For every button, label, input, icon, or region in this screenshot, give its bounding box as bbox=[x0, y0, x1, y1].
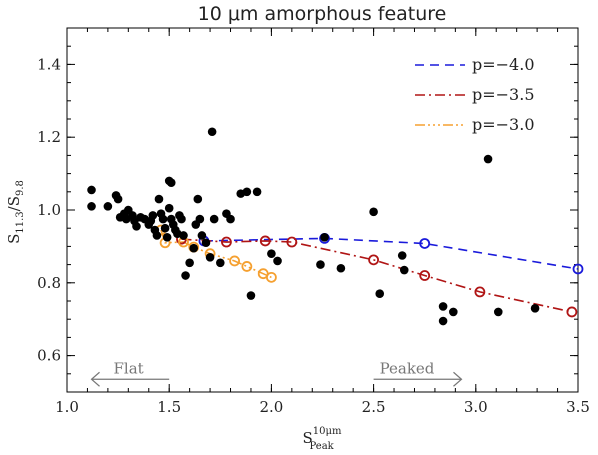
y-axis-label-base: S bbox=[5, 234, 23, 244]
series-marker bbox=[419, 238, 431, 249]
data-point bbox=[181, 271, 190, 280]
data-point bbox=[483, 154, 493, 164]
data-point bbox=[336, 263, 346, 273]
x-axis-label-sub: Peak bbox=[310, 441, 335, 452]
data-point bbox=[164, 203, 174, 213]
x-tick-label: 3.0 bbox=[464, 398, 488, 416]
data-point bbox=[193, 194, 203, 204]
data-point bbox=[246, 291, 256, 300]
series-marker bbox=[419, 270, 431, 281]
data-point bbox=[273, 256, 282, 266]
series-marker bbox=[368, 254, 380, 266]
observed-points bbox=[87, 127, 540, 326]
series-marker bbox=[572, 263, 584, 275]
data-point bbox=[438, 316, 448, 326]
series-line bbox=[203, 237, 579, 270]
x-tick-label: 2.5 bbox=[362, 398, 386, 416]
data-point bbox=[252, 187, 262, 197]
y-tick-label: 0.6 bbox=[37, 347, 61, 365]
data-point bbox=[160, 223, 170, 233]
series-line bbox=[181, 238, 573, 313]
legend-label: p=−3.5 bbox=[472, 85, 535, 104]
data-point bbox=[397, 251, 407, 260]
data-point bbox=[189, 243, 199, 253]
data-point bbox=[493, 307, 503, 317]
series-marker bbox=[474, 286, 486, 298]
data-point bbox=[216, 258, 225, 268]
annotations: Flat Peaked bbox=[90, 359, 463, 387]
data-point bbox=[103, 202, 113, 211]
data-point bbox=[399, 265, 409, 275]
legend: p=−4.0 p=−3.5 p=−3.0 bbox=[415, 55, 535, 134]
data-point bbox=[530, 303, 540, 313]
y-tick-label: 1.0 bbox=[37, 201, 61, 219]
plot-frame bbox=[66, 27, 579, 393]
annotation-label: Flat bbox=[114, 359, 144, 377]
data-point bbox=[195, 214, 205, 224]
x-axis-label: S10μm Peak bbox=[303, 426, 343, 452]
series-marker bbox=[265, 271, 277, 283]
data-point bbox=[179, 231, 188, 240]
x-tick-label: 1.5 bbox=[157, 398, 181, 416]
data-point bbox=[132, 222, 141, 231]
x-tick-label: 1.0 bbox=[55, 398, 79, 416]
data-point bbox=[87, 185, 96, 195]
series-marker bbox=[221, 236, 232, 248]
annotation-label: Peaked bbox=[380, 359, 435, 377]
data-point bbox=[166, 178, 176, 187]
series-marker bbox=[259, 235, 271, 247]
series-marker bbox=[229, 255, 241, 267]
data-point bbox=[152, 231, 162, 240]
legend-label: p=−3.0 bbox=[472, 115, 535, 134]
x-axis-label-sup: 10μm bbox=[313, 426, 342, 437]
y-axis-label-mid: /S bbox=[5, 196, 23, 211]
data-point bbox=[449, 307, 458, 317]
data-point bbox=[207, 127, 217, 137]
model-series bbox=[155, 224, 584, 318]
data-point bbox=[320, 233, 329, 242]
data-point bbox=[154, 194, 164, 204]
annotation-arrow-head bbox=[453, 371, 463, 387]
data-point bbox=[375, 289, 385, 299]
y-axis-label-sub: 11.3 bbox=[15, 211, 26, 233]
annotation-arrow-head bbox=[90, 371, 100, 387]
data-point bbox=[316, 260, 325, 269]
legend-label: p=−4.0 bbox=[472, 55, 535, 74]
data-point bbox=[438, 302, 448, 311]
x-tick-label: 2.0 bbox=[259, 398, 283, 416]
data-point bbox=[201, 238, 211, 248]
data-point bbox=[205, 253, 215, 262]
y-axis: 0.6 0.8 1.0 1.2 1.4 bbox=[37, 27, 578, 393]
series-marker bbox=[286, 236, 298, 248]
data-point bbox=[177, 214, 186, 224]
series-marker bbox=[241, 261, 253, 272]
data-point bbox=[158, 214, 168, 224]
y-axis-label: S11.3/S9.8 bbox=[5, 180, 26, 244]
data-point bbox=[185, 258, 194, 268]
data-point bbox=[148, 211, 158, 220]
data-point bbox=[267, 249, 276, 258]
data-point bbox=[242, 187, 252, 197]
y-tick-label: 1.4 bbox=[37, 55, 61, 73]
x-axis-label-base: S bbox=[303, 429, 313, 447]
data-point bbox=[113, 194, 123, 204]
data-point bbox=[226, 214, 235, 224]
data-point bbox=[209, 214, 219, 224]
data-point bbox=[162, 233, 172, 242]
data-point bbox=[87, 202, 96, 211]
y-tick-label: 0.8 bbox=[37, 274, 61, 292]
x-axis: 1.0 1.5 2.0 2.5 3.0 3.5 bbox=[55, 28, 590, 416]
data-point bbox=[369, 207, 378, 217]
chart-title: 10 μm amorphous feature bbox=[198, 3, 447, 25]
data-point bbox=[197, 231, 207, 240]
series-marker bbox=[566, 306, 578, 318]
x-tick-label: 3.5 bbox=[566, 398, 590, 416]
y-tick-label: 1.2 bbox=[37, 128, 61, 146]
y-axis-label-sub2: 9.8 bbox=[15, 180, 26, 196]
